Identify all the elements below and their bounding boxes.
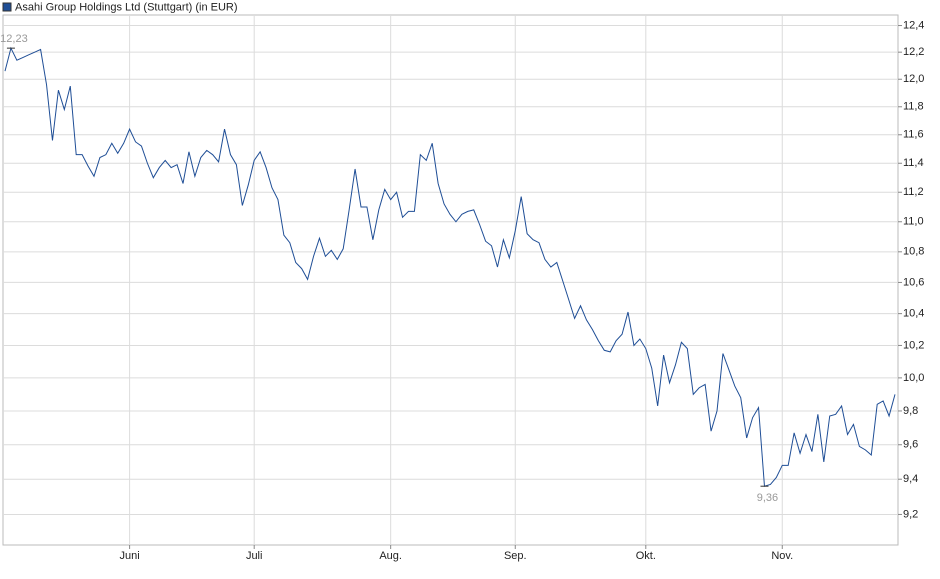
- y-tick-label: 12,4: [903, 19, 924, 31]
- x-tick-label: Sep.: [504, 550, 527, 562]
- x-tick-label: Nov.: [771, 550, 793, 562]
- y-tick-label: 11,8: [903, 101, 924, 113]
- y-tick-label: 9,6: [903, 439, 918, 451]
- annotation: 12,23: [0, 33, 28, 45]
- x-tick-label: Juli: [246, 550, 263, 562]
- annotation: 9,36: [757, 492, 778, 504]
- x-tick-label: Aug.: [379, 550, 402, 562]
- y-tick-label: 10,6: [903, 276, 924, 288]
- y-tick-label: 11,4: [903, 157, 924, 169]
- y-tick-label: 10,0: [903, 372, 924, 384]
- y-tick-label: 10,2: [903, 339, 924, 351]
- price-line: [4, 46, 896, 487]
- y-tick-label: 11,6: [903, 129, 924, 141]
- y-tick-label: 9,8: [903, 405, 918, 417]
- y-tick-label: 12,0: [903, 73, 924, 85]
- chart-title: Asahi Group Holdings Ltd (Stuttgart) (in…: [15, 1, 238, 13]
- y-tick-label: 10,8: [903, 246, 924, 258]
- y-tick-label: 9,2: [903, 508, 918, 520]
- y-tick-label: 12,2: [903, 46, 924, 58]
- y-tick-label: 10,4: [903, 308, 924, 320]
- plot-area: [2, 14, 899, 546]
- legend-marker: [2, 2, 12, 12]
- y-tick-label: 11,2: [903, 186, 924, 198]
- y-tick-label: 9,4: [903, 473, 918, 485]
- x-tick-label: Juni: [120, 550, 140, 562]
- y-tick-label: 11,0: [903, 216, 924, 228]
- x-tick-label: Okt.: [636, 550, 656, 562]
